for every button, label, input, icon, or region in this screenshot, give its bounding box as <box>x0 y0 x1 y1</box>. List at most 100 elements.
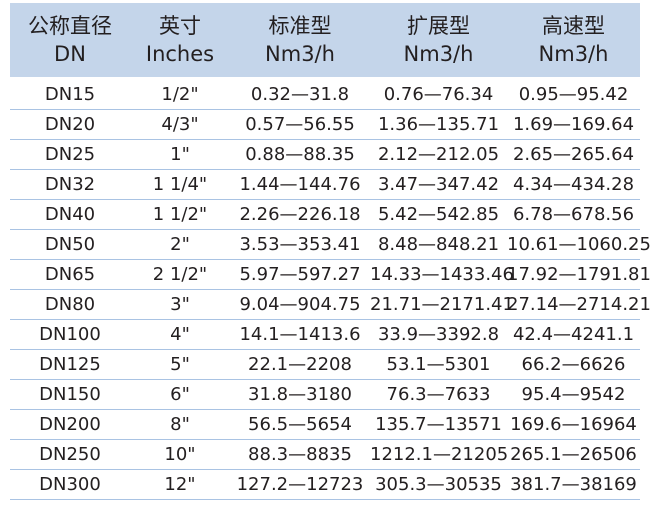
table-cell: 0.88—88.35 <box>230 139 370 170</box>
table-cell: 1.69—169.64 <box>507 109 640 140</box>
table-cell: 76.3—7633 <box>370 379 507 410</box>
table-row: DN25 1" 0.88—88.35 2.12—212.05 2.65—265.64 <box>10 139 640 170</box>
table-cell: 2.12—212.05 <box>370 139 507 170</box>
header-row: 公称直径 DN 英寸 Inches 标准型 Nm3/h 扩展型 Nm3/h 高速型 Nm3/h <box>10 3 640 79</box>
table-cell: 95.4—9542 <box>507 379 640 410</box>
table-cell: 10" <box>130 439 230 470</box>
table-row: DN15 1/2" 0.32—31.8 0.76—76.34 0.95—95.42 <box>10 77 640 110</box>
table-cell: 0.95—95.42 <box>507 77 640 110</box>
table-cell: DN40 <box>10 199 130 230</box>
table-cell: 1/2" <box>130 77 230 110</box>
table-row: DN32 1 1/4" 1.44—144.76 3.47—347.42 4.34—434… <box>10 169 640 200</box>
table-cell: 305.3—30535 <box>370 469 507 500</box>
table-cell: 42.4—4241.1 <box>507 319 640 350</box>
table-cell: 14.1—1413.6 <box>230 319 370 350</box>
header-title: 高速型 <box>542 14 605 38</box>
table-cell: 6.78—678.56 <box>507 199 640 230</box>
table-row: DN80 3" 9.04—904.75 21.71—2171.41 27.14—2714… <box>10 289 650 320</box>
table-cell: 3" <box>130 289 230 320</box>
header-unit: Nm3/h <box>403 42 474 66</box>
table-cell: 2" <box>130 229 230 260</box>
table-cell: 127.2—12723 <box>230 469 370 500</box>
table-cell: DN150 <box>10 379 130 410</box>
header-cell: 高速型 Nm3/h <box>507 3 640 79</box>
table-cell: 6" <box>130 379 230 410</box>
table-cell: 4/3" <box>130 109 230 140</box>
table-row: DN40 1 1/2" 2.26—226.18 5.42—542.85 6.78—678… <box>10 199 640 230</box>
table-cell: DN15 <box>10 77 130 110</box>
table-cell: 1 1/2" <box>130 199 230 230</box>
table-cell: 265.1—26506 <box>507 439 640 470</box>
header-cell: 英寸 Inches <box>130 3 230 79</box>
table-cell: 5.42—542.85 <box>370 199 507 230</box>
table-cell: 3.47—347.42 <box>370 169 507 200</box>
header-cell: 公称直径 DN <box>10 3 130 79</box>
table-cell: 88.3—8835 <box>230 439 370 470</box>
header-unit: Nm3/h <box>265 42 335 66</box>
table-cell: 0.32—31.8 <box>230 77 370 110</box>
table-row: DN150 6" 31.8—3180 76.3—7633 95.4—9542 <box>10 379 640 410</box>
table-cell: 10.61—1060.25 <box>507 229 650 260</box>
table-cell: 0.76—76.34 <box>370 77 507 110</box>
table-cell: 8" <box>130 409 230 440</box>
table-cell: DN20 <box>10 109 130 140</box>
table-cell: 0.57—56.55 <box>230 109 370 140</box>
table-cell: 12" <box>130 469 230 500</box>
table-body: DN15 1/2" 0.32—31.8 0.76—76.34 0.95—95.42 DN2… <box>10 77 650 500</box>
table-cell: 33.9—3392.8 <box>370 319 507 350</box>
table-cell: 135.7—13571 <box>370 409 507 440</box>
table-cell: DN200 <box>10 409 130 440</box>
table-cell: 31.8—3180 <box>230 379 370 410</box>
table-cell: 5" <box>130 349 230 380</box>
header-unit: Nm3/h <box>538 42 609 66</box>
table-cell: 1" <box>130 139 230 170</box>
table-cell: 169.6—16964 <box>507 409 640 440</box>
spec-table: 公称直径 DN 英寸 Inches 标准型 Nm3/h 扩展型 Nm3/h 高速型 Nm3/h D… <box>10 3 650 500</box>
table-cell: 53.1—5301 <box>370 349 507 380</box>
table-cell: 381.7—38169 <box>507 469 640 500</box>
table-cell: 3.53—353.41 <box>230 229 370 260</box>
table-cell: 2.26—226.18 <box>230 199 370 230</box>
table-row: DN50 2" 3.53—353.41 8.48—848.21 10.61—1060.2… <box>10 229 650 260</box>
table-cell: 9.04—904.75 <box>230 289 370 320</box>
table-cell: 1.36—135.71 <box>370 109 507 140</box>
table-cell: DN125 <box>10 349 130 380</box>
table-cell: DN250 <box>10 439 130 470</box>
table-row: DN20 4/3" 0.57—56.55 1.36—135.71 1.69—169.64 <box>10 109 640 140</box>
header-cell: 扩展型 Nm3/h <box>370 3 507 79</box>
table-cell: DN32 <box>10 169 130 200</box>
header-title: 英寸 <box>159 14 201 38</box>
table-cell: 1.44—144.76 <box>230 169 370 200</box>
table-cell: 2.65—265.64 <box>507 139 640 170</box>
table-cell: 27.14—2714.21 <box>507 289 650 320</box>
table-cell: DN25 <box>10 139 130 170</box>
header-unit: Inches <box>145 42 215 66</box>
table-cell: DN50 <box>10 229 130 260</box>
table-cell: DN65 <box>10 259 130 290</box>
table-cell: 1212.1—21205 <box>370 439 508 470</box>
table-cell: 4.34—434.28 <box>507 169 640 200</box>
table-row: DN200 8" 56.5—5654 135.7—13571 169.6—16964 <box>10 409 640 440</box>
table-row: DN250 10" 88.3—8835 1212.1—21205 265.1—26506 <box>10 439 640 470</box>
table-cell: DN100 <box>10 319 130 350</box>
table-cell: DN300 <box>10 469 130 500</box>
header-cell: 标准型 Nm3/h <box>230 3 370 79</box>
header-title: 扩展型 <box>407 14 470 38</box>
table-cell: 17.92—1791.81 <box>507 259 650 290</box>
table-cell: 2 1/2" <box>130 259 230 290</box>
header-title: 公称直径 <box>28 14 112 38</box>
table-cell: 22.1—2208 <box>230 349 370 380</box>
header-title: 标准型 <box>268 14 332 38</box>
table-cell: 66.2—6626 <box>507 349 640 380</box>
table-cell: DN80 <box>10 289 130 320</box>
table-cell: 4" <box>130 319 230 350</box>
table-cell: 8.48—848.21 <box>370 229 507 260</box>
table-row: DN300 12" 127.2—12723 305.3—30535 381.7—3816… <box>10 469 640 500</box>
table-cell: 14.33—1433.46 <box>370 259 514 290</box>
table-cell: 56.5—5654 <box>230 409 370 440</box>
table-row: DN125 5" 22.1—2208 53.1—5301 66.2—6626 <box>10 349 640 380</box>
table-row: DN65 2 1/2" 5.97—597.27 14.33—1433.46 17.92—… <box>10 259 650 290</box>
table-cell: 5.97—597.27 <box>230 259 370 290</box>
header-unit: DN <box>54 42 86 66</box>
